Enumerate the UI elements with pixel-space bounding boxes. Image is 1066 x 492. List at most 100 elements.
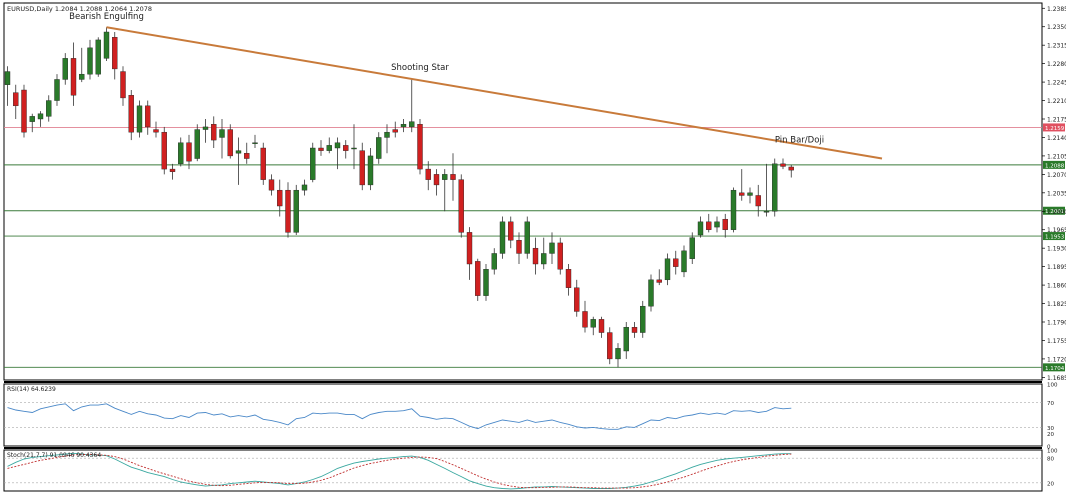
- candle-body: [13, 92, 19, 107]
- candle-body: [739, 192, 745, 196]
- price-tick-label: 1.1685: [1047, 375, 1066, 382]
- candle-body: [293, 189, 299, 233]
- rsi-pane-frame: [3, 383, 1043, 447]
- price-tick-label: 1.1895: [1047, 264, 1066, 271]
- candle-body: [714, 221, 720, 228]
- price-pane-frame: [3, 2, 1043, 381]
- price-tick-label: 1.2035: [1047, 190, 1066, 197]
- candle-body: [623, 327, 629, 352]
- candle-body: [244, 153, 250, 159]
- candle-body: [367, 155, 374, 186]
- candle-body: [532, 247, 539, 265]
- rsi-label: RSI(14) 64.6239: [7, 386, 56, 393]
- candle-body: [128, 95, 134, 133]
- candle-body: [499, 221, 506, 254]
- candle-body: [788, 166, 794, 171]
- candle-body: [392, 129, 398, 133]
- price-tick-label: 1.1825: [1047, 301, 1066, 308]
- candle-body: [260, 147, 266, 180]
- candle-body: [285, 189, 291, 233]
- candle-body: [186, 142, 192, 162]
- candle-body: [747, 192, 753, 196]
- candle-body: [483, 269, 489, 296]
- candle-body: [145, 105, 151, 128]
- pattern-annotation: Bearish Engulfing: [69, 12, 144, 22]
- candle-body: [235, 150, 242, 154]
- stoch-pane-frame: [3, 449, 1043, 492]
- price-tick-label: 1.1790: [1047, 320, 1066, 327]
- candle-body: [343, 145, 349, 151]
- candle-body: [178, 142, 184, 165]
- candle-body: [689, 237, 695, 259]
- candle-body: [37, 113, 44, 120]
- level-tag-label: 1.1953: [1045, 235, 1065, 241]
- price-tick-label: 1.2350: [1047, 24, 1066, 31]
- candle-body: [466, 232, 473, 265]
- candle-body: [417, 124, 423, 170]
- candle-body: [722, 218, 728, 230]
- price-tick-label: 1.2140: [1047, 135, 1066, 142]
- level-tag: [1043, 160, 1065, 169]
- price-tick-label: 1.2385: [1047, 6, 1066, 13]
- stoch-tick-label: 80: [1047, 457, 1054, 463]
- candle-body: [409, 121, 415, 128]
- candle-body: [120, 71, 126, 99]
- level-tag-label: 1.2088: [1045, 163, 1065, 169]
- candle-body: [615, 348, 621, 360]
- candle-body: [359, 150, 365, 186]
- candle-body: [458, 179, 464, 233]
- candle-body: [640, 305, 646, 333]
- candle-body: [277, 189, 283, 207]
- candle-body: [574, 287, 580, 312]
- pattern-annotation: Pin Bar/Doji: [775, 136, 824, 146]
- candle-body: [29, 116, 35, 122]
- candle-body: [541, 253, 547, 265]
- level-tag-label: 1.2001: [1045, 209, 1064, 215]
- candle-body: [46, 100, 52, 117]
- candle-body: [376, 137, 382, 159]
- rsi-tick-label: 20: [1047, 432, 1054, 438]
- candle-body: [301, 184, 308, 191]
- rsi-tick-label: 70: [1047, 401, 1054, 407]
- price-tick-label: 1.2000: [1047, 209, 1066, 216]
- price-tick-label: 1.1720: [1047, 356, 1066, 363]
- horizontal-levels: 1.2159 1.2088 1.2001 1.1953 1.1704: [4, 123, 1065, 372]
- candle-body: [433, 174, 440, 186]
- rsi-tick-label: 100: [1047, 383, 1058, 389]
- candle-body: [442, 174, 448, 180]
- candle-body: [673, 258, 679, 267]
- candle-body: [87, 47, 93, 75]
- candle-body: [334, 142, 341, 149]
- candle-body: [62, 58, 68, 80]
- candle-body: [557, 242, 563, 270]
- level-tag: [1043, 363, 1065, 372]
- rsi-tick-label: 30: [1047, 426, 1054, 432]
- candle-body: [136, 105, 143, 133]
- stoch-tick-label: 100: [1047, 449, 1058, 455]
- candle-body: [70, 58, 77, 96]
- candle-body: [780, 163, 786, 167]
- candle-body: [582, 311, 588, 328]
- candle-body: [549, 242, 555, 254]
- candle-body: [169, 168, 176, 172]
- candle-body: [681, 250, 687, 273]
- candle-body: [54, 79, 60, 101]
- candle-body: [161, 131, 167, 170]
- candle-body: [211, 124, 217, 141]
- candle-body: [697, 221, 704, 236]
- annotations: Bearish Engulfing Shooting Star Pin Bar/Do…: [69, 12, 824, 146]
- candle-body: [508, 221, 514, 241]
- trendline: [106, 26, 883, 160]
- price-tick-label: 1.2245: [1047, 80, 1066, 87]
- level-tag-label: 1.1704: [1045, 366, 1065, 372]
- pattern-annotation: Shooting Star: [391, 63, 449, 73]
- stoch-label: Stoch(21,7,7) 91.0946 90.4364: [7, 452, 101, 459]
- trendline-layer: [106, 26, 883, 160]
- candle-body: [706, 221, 712, 230]
- candle-body: [351, 147, 357, 150]
- candle-body: [310, 147, 316, 180]
- candles: [4, 27, 794, 368]
- candle-body: [153, 129, 159, 133]
